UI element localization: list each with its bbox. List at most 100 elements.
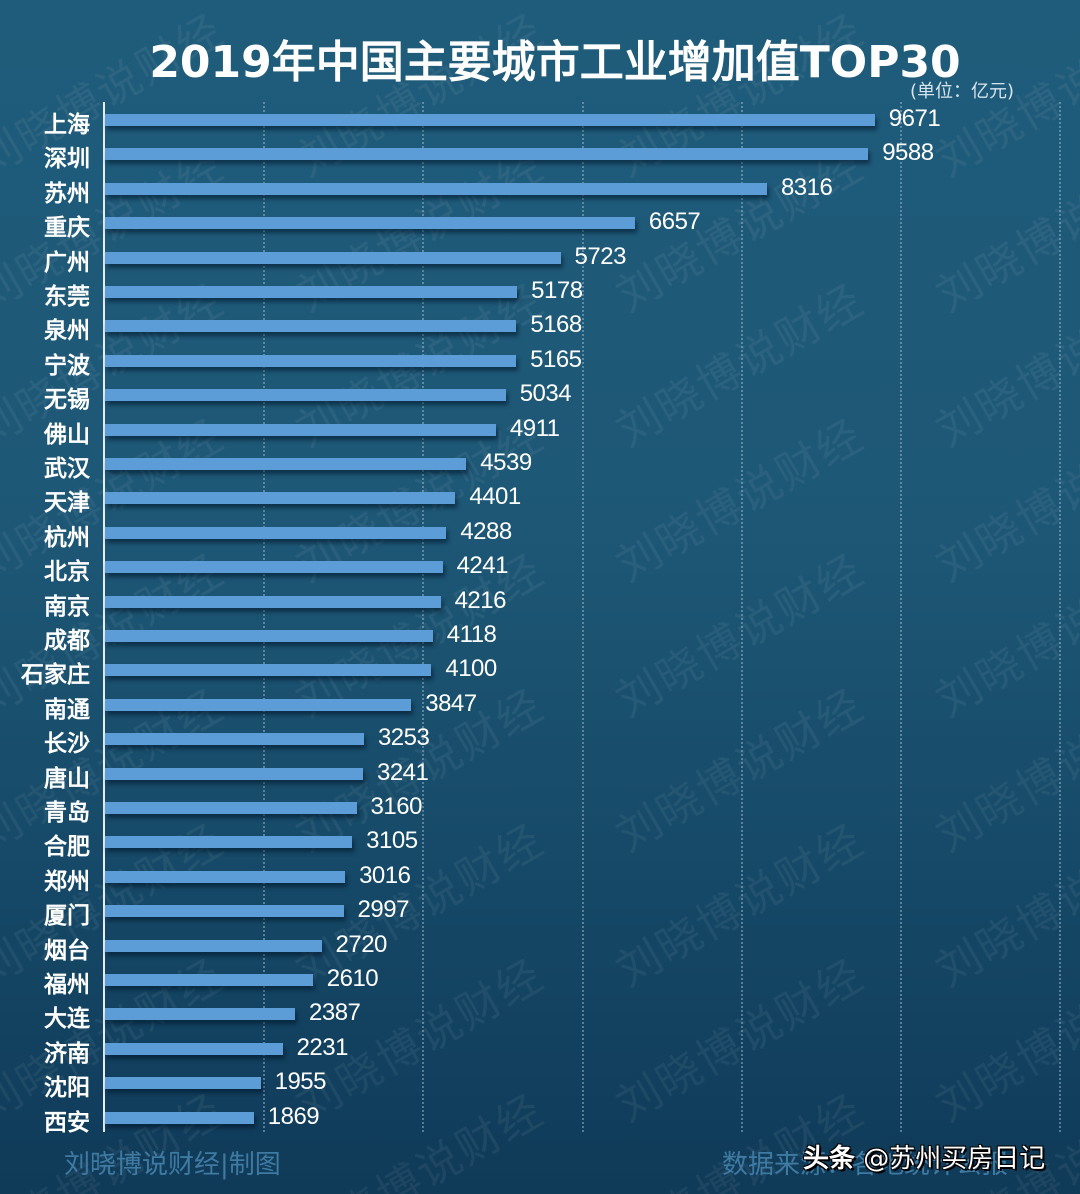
bar: [105, 458, 467, 470]
bar-row: 北京 4241: [0, 549, 1080, 586]
bar: [105, 526, 447, 539]
value-label: 5168: [530, 311, 582, 339]
category-label: 武汉: [44, 456, 90, 482]
bar: [105, 1111, 254, 1124]
category-label: 天津: [44, 490, 90, 517]
bar-row: 重庆 6657: [0, 205, 1080, 242]
bar-row: 济南 2231: [0, 1031, 1080, 1067]
category-label: 重庆: [44, 215, 90, 242]
value-label: 4216: [454, 586, 507, 614]
bar-row: 成都 4118: [0, 618, 1080, 654]
value-label: 2720: [335, 930, 388, 958]
category-label: 上海: [44, 112, 90, 138]
bar-row: 佛山 4911: [0, 412, 1080, 448]
value-label: 1869: [267, 1102, 320, 1130]
value-label: 5178: [531, 277, 583, 304]
value-label: 6657: [648, 208, 701, 236]
category-label: 沈阳: [44, 1075, 90, 1102]
bar-row: 天津 4401: [0, 480, 1080, 517]
bar: [105, 664, 432, 677]
value-label: 4911: [509, 414, 560, 442]
category-label: 北京: [44, 559, 90, 586]
account-handle: @苏州买房日记: [863, 1144, 1046, 1174]
bar: [105, 217, 635, 230]
value-label: 5723: [574, 242, 627, 270]
gridline: [581, 102, 584, 1132]
bar: [105, 939, 322, 952]
bar-row: 福州 2610: [0, 962, 1080, 998]
category-label: 苏州: [44, 180, 90, 207]
category-label: 深圳: [44, 146, 90, 173]
value-label: 3847: [425, 689, 477, 717]
bar: [105, 905, 344, 918]
bar-row: 厦门 2997: [0, 893, 1080, 929]
bar: [105, 286, 518, 298]
bar-row: 杭州 4288: [0, 515, 1080, 551]
bar-row: 烟台 2720: [0, 928, 1080, 964]
bar: [105, 733, 364, 746]
bar-row: 郑州 3016: [0, 859, 1080, 895]
category-label: 无锡: [44, 387, 90, 414]
platform-brand: 头条: [803, 1144, 856, 1174]
gridline: [1059, 102, 1062, 1132]
platform-watermark: 头条 @苏州买房日记: [803, 1138, 1045, 1175]
category-label: 长沙: [44, 731, 90, 758]
category-label: 南通: [44, 696, 90, 723]
category-label: 烟台: [44, 937, 90, 964]
bar: [105, 561, 443, 574]
value-label: 4100: [445, 655, 497, 683]
bar-row: 石家庄 4100: [0, 652, 1080, 688]
bar-row: 西安 1869: [0, 1100, 1080, 1136]
bar-row: 深圳 9588: [0, 136, 1080, 173]
value-label: 4539: [480, 449, 532, 476]
bar: [105, 698, 412, 711]
y-axis-line: [103, 102, 105, 1132]
gridline: [740, 102, 743, 1132]
bar-row: 大连 2387: [0, 996, 1080, 1033]
bar: [105, 492, 456, 505]
bar: [105, 423, 496, 436]
value-label: 5165: [530, 345, 582, 373]
bar-row: 东莞 5178: [0, 274, 1080, 310]
bar: [105, 114, 875, 126]
category-label: 杭州: [44, 524, 90, 551]
bar: [105, 974, 313, 986]
value-label: 8316: [780, 173, 833, 201]
bar: [105, 630, 433, 642]
value-label: 3016: [359, 861, 411, 889]
unit-label: (单位：亿元): [909, 81, 1014, 102]
bar-row: 合肥 3105: [0, 824, 1080, 860]
value-label: 9671: [888, 105, 941, 132]
value-label: 3105: [366, 827, 418, 855]
value-label: 1955: [274, 1068, 327, 1096]
category-label: 佛山: [44, 421, 90, 448]
bar: [105, 595, 441, 608]
credit-text: 刘晓博说财经|制图: [64, 1150, 281, 1180]
value-label: 5034: [519, 380, 572, 408]
bar: [105, 1042, 283, 1055]
category-label: 大连: [44, 1006, 90, 1033]
bar-row: 宁波 5165: [0, 343, 1080, 379]
bar: [105, 767, 363, 780]
value-label: 9588: [882, 139, 934, 167]
category-label: 东莞: [44, 284, 90, 310]
value-label: 4241: [456, 552, 509, 580]
bar: [105, 148, 869, 161]
data-source-text: 数据来源：各地统计公报: [722, 1150, 1009, 1180]
value-label: 2610: [326, 965, 379, 992]
category-label: 成都: [44, 628, 90, 654]
bar-row: 长沙 3253: [0, 721, 1080, 758]
bar: [105, 182, 767, 195]
value-label: 2231: [296, 1033, 349, 1061]
bar: [105, 389, 506, 402]
category-label: 郑州: [44, 868, 90, 895]
bar-row: 南京 4216: [0, 584, 1080, 620]
gridline: [422, 102, 425, 1132]
category-label: 福州: [44, 972, 90, 998]
bar-row: 上海 9671: [0, 102, 1080, 138]
bar: [105, 1077, 261, 1090]
value-label: 4401: [469, 483, 521, 511]
category-label: 西安: [44, 1109, 90, 1136]
bar: [105, 1008, 295, 1021]
